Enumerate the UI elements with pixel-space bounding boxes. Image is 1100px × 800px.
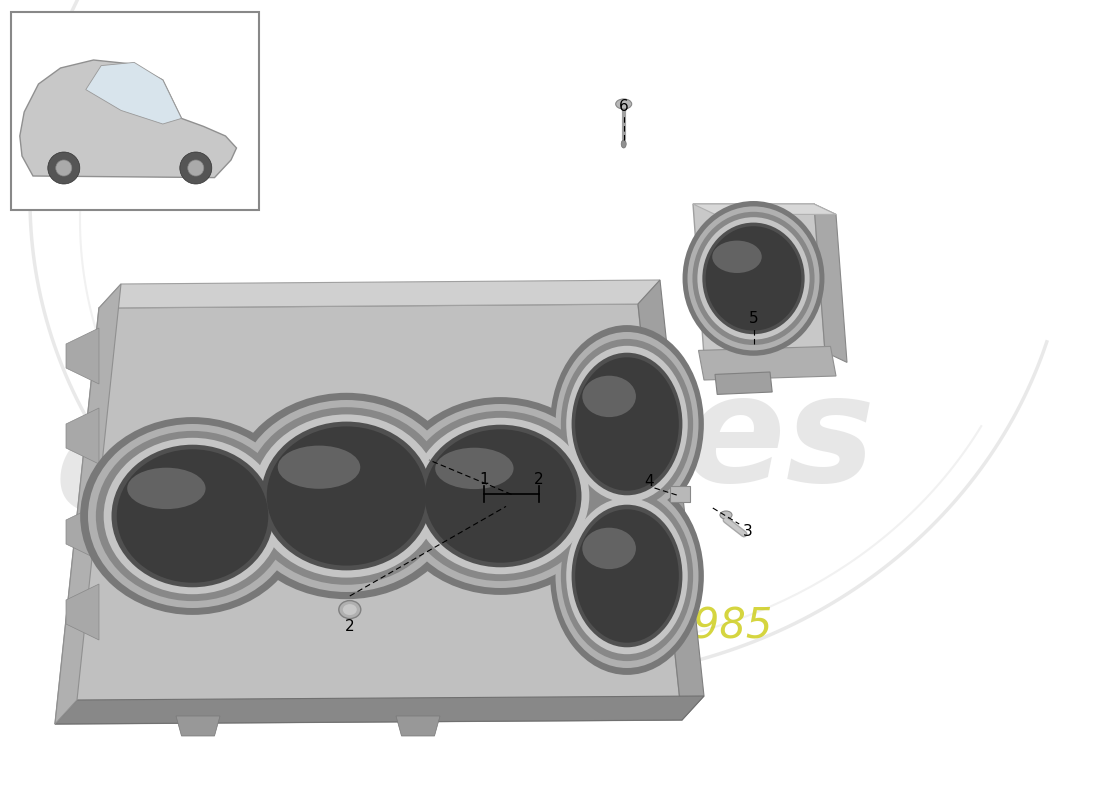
Polygon shape bbox=[66, 408, 99, 464]
Ellipse shape bbox=[575, 510, 679, 642]
Ellipse shape bbox=[253, 414, 440, 578]
Ellipse shape bbox=[419, 425, 582, 567]
Polygon shape bbox=[20, 60, 236, 178]
Bar bbox=[670, 486, 690, 502]
Ellipse shape bbox=[262, 422, 431, 570]
Ellipse shape bbox=[561, 339, 693, 509]
Text: 3: 3 bbox=[744, 525, 752, 539]
Ellipse shape bbox=[621, 140, 626, 148]
Ellipse shape bbox=[582, 376, 636, 417]
Ellipse shape bbox=[277, 446, 361, 489]
Text: since 1985: since 1985 bbox=[544, 604, 772, 646]
Text: res: res bbox=[610, 367, 874, 513]
Polygon shape bbox=[66, 584, 99, 640]
Polygon shape bbox=[693, 204, 836, 214]
Ellipse shape bbox=[80, 417, 305, 615]
Polygon shape bbox=[99, 280, 660, 308]
Ellipse shape bbox=[266, 426, 427, 566]
Polygon shape bbox=[814, 204, 847, 362]
Circle shape bbox=[56, 160, 72, 176]
Polygon shape bbox=[66, 504, 99, 560]
Ellipse shape bbox=[425, 430, 576, 562]
Polygon shape bbox=[693, 204, 825, 356]
Polygon shape bbox=[55, 284, 121, 724]
Ellipse shape bbox=[561, 491, 693, 661]
Polygon shape bbox=[698, 346, 836, 380]
Ellipse shape bbox=[582, 528, 636, 569]
Circle shape bbox=[47, 152, 80, 184]
Ellipse shape bbox=[616, 99, 631, 109]
Polygon shape bbox=[176, 716, 220, 736]
Ellipse shape bbox=[404, 411, 597, 581]
Polygon shape bbox=[55, 696, 704, 724]
Ellipse shape bbox=[117, 450, 268, 582]
Text: europ: europ bbox=[55, 398, 548, 542]
Text: 5: 5 bbox=[749, 311, 758, 326]
Polygon shape bbox=[66, 328, 99, 384]
Text: 2: 2 bbox=[535, 473, 543, 487]
Ellipse shape bbox=[388, 397, 613, 595]
Polygon shape bbox=[396, 716, 440, 736]
Ellipse shape bbox=[436, 448, 514, 489]
Ellipse shape bbox=[343, 604, 356, 615]
Ellipse shape bbox=[229, 393, 464, 599]
Ellipse shape bbox=[693, 212, 814, 345]
Ellipse shape bbox=[682, 201, 825, 356]
Ellipse shape bbox=[566, 498, 688, 654]
Ellipse shape bbox=[572, 353, 682, 495]
Ellipse shape bbox=[572, 505, 682, 647]
Ellipse shape bbox=[411, 418, 590, 574]
Ellipse shape bbox=[128, 468, 206, 509]
Ellipse shape bbox=[706, 226, 802, 330]
Ellipse shape bbox=[703, 222, 805, 334]
Ellipse shape bbox=[244, 407, 449, 585]
Circle shape bbox=[179, 152, 212, 184]
Ellipse shape bbox=[556, 332, 698, 516]
Ellipse shape bbox=[111, 445, 274, 587]
Polygon shape bbox=[638, 280, 704, 720]
Text: 2: 2 bbox=[345, 619, 354, 634]
Ellipse shape bbox=[575, 358, 679, 490]
Ellipse shape bbox=[96, 431, 289, 601]
Ellipse shape bbox=[713, 241, 762, 273]
Ellipse shape bbox=[688, 206, 820, 350]
Ellipse shape bbox=[396, 404, 605, 588]
Ellipse shape bbox=[550, 477, 704, 675]
Ellipse shape bbox=[88, 424, 297, 608]
Text: 1: 1 bbox=[480, 473, 488, 487]
Text: 6: 6 bbox=[619, 99, 628, 114]
Ellipse shape bbox=[103, 438, 282, 594]
Ellipse shape bbox=[550, 325, 704, 523]
Ellipse shape bbox=[720, 511, 732, 519]
Text: a passion for parts: a passion for parts bbox=[90, 544, 478, 586]
Ellipse shape bbox=[339, 601, 361, 618]
Bar bbox=[11, 12, 258, 210]
Polygon shape bbox=[86, 62, 182, 124]
Circle shape bbox=[188, 160, 204, 176]
Polygon shape bbox=[55, 304, 682, 724]
Ellipse shape bbox=[556, 484, 698, 668]
Text: 4: 4 bbox=[645, 474, 653, 489]
Ellipse shape bbox=[566, 346, 688, 502]
Ellipse shape bbox=[697, 217, 810, 339]
Ellipse shape bbox=[236, 400, 456, 592]
Polygon shape bbox=[715, 372, 772, 394]
